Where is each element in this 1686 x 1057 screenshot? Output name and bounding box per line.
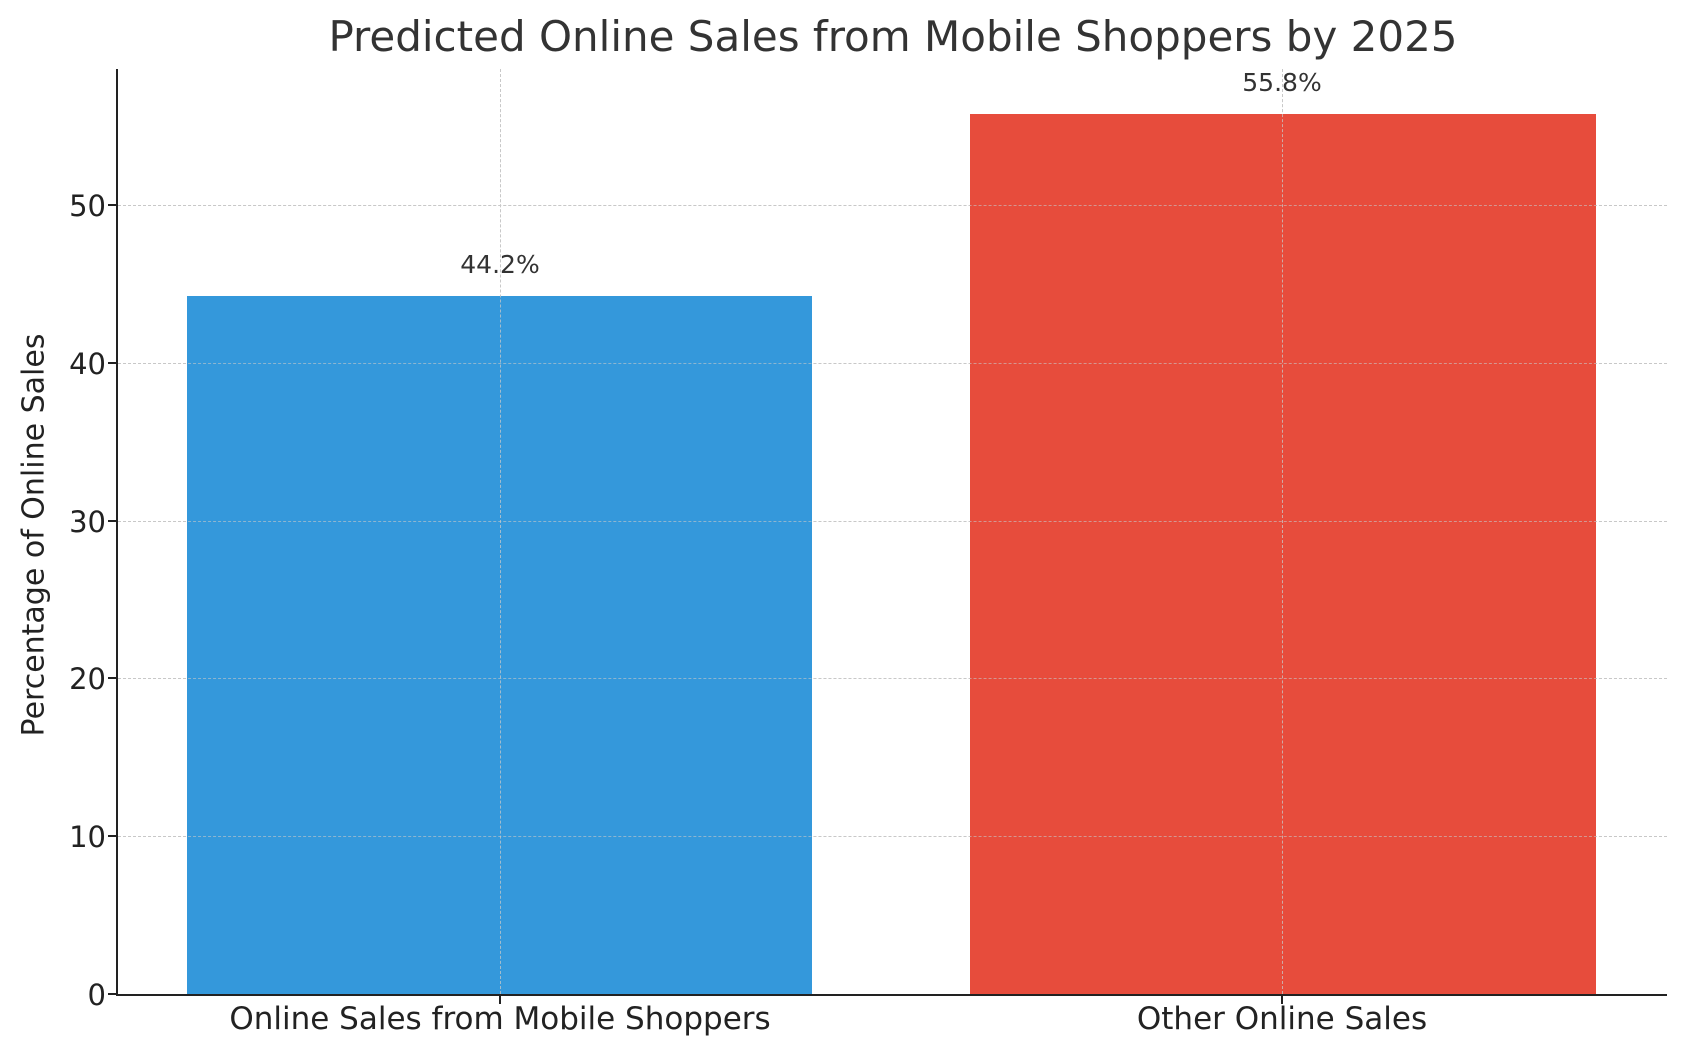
bar-value-label-other: 55.8% [1242,68,1322,97]
x-tick-label-mobile-shoppers: Online Sales from Mobile Shoppers [229,1001,771,1037]
y-tick-20 [108,677,116,679]
x-tick-0 [499,996,501,1004]
gridline-y-overlay-50 [118,205,1667,206]
chart-title: Predicted Online Sales from Mobile Shopp… [328,12,1458,61]
gridline-y-overlay-30 [118,521,1667,522]
y-axis-spine [116,69,118,996]
y-tick-label-20: 20 [69,662,106,696]
bar-other-online-sales [970,114,1596,994]
x-tick-1 [1281,996,1283,1004]
gridline-y-overlay-20 [118,678,1667,679]
gridline-x-0-overlay [500,69,501,994]
y-tick-label-40: 40 [69,347,106,381]
y-tick-30 [108,520,116,522]
y-tick-label-50: 50 [69,189,106,223]
x-tick-label-other-online-sales: Other Online Sales [1136,1001,1428,1037]
gridline-y-overlay-40 [118,363,1667,364]
y-tick-label-0: 0 [87,978,106,1012]
gridline-y-overlay-10 [118,836,1667,837]
y-tick-40 [108,362,116,364]
y-tick-50 [108,204,116,206]
bar-mobile-shoppers [187,296,812,994]
y-tick-0 [108,993,116,995]
y-tick-label-30: 30 [69,505,106,539]
y-tick-10 [108,835,116,837]
y-tick-label-10: 10 [69,820,106,854]
gridline-x-1-overlay [1282,69,1283,994]
bar-value-label-mobile: 44.2% [460,250,540,279]
x-axis-spine [116,994,1667,996]
